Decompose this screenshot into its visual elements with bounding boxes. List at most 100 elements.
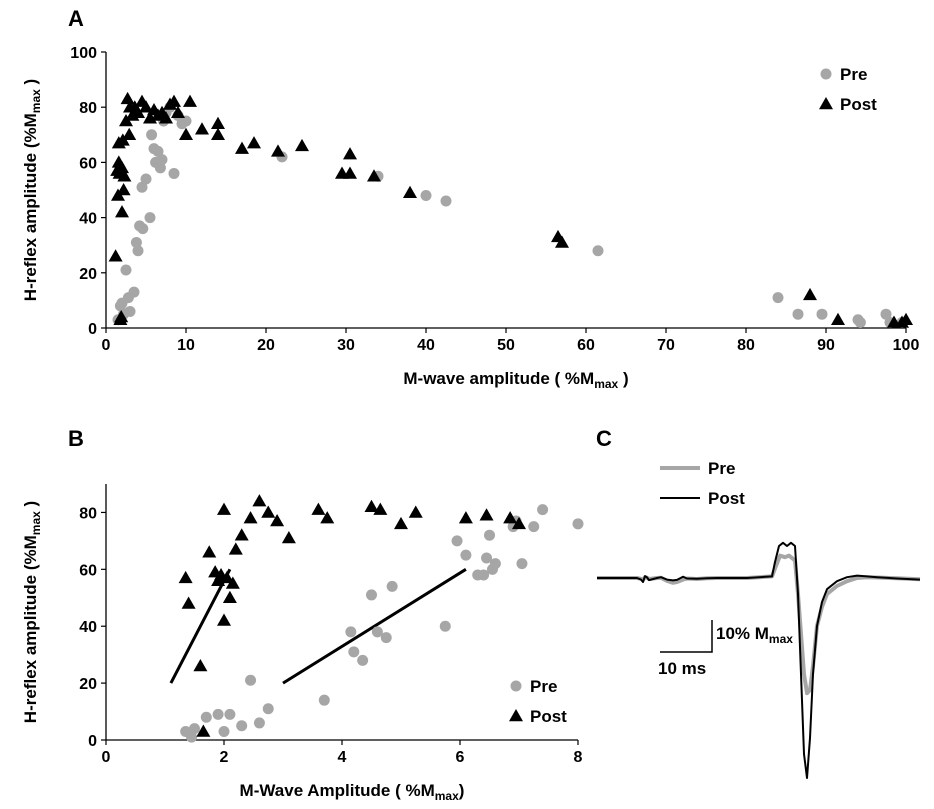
panel-a-point-post [211, 127, 225, 141]
panel-b-point-pre [200, 711, 212, 723]
panel-b-point-post [234, 528, 249, 541]
panel-b-point-post [261, 505, 276, 518]
panel-b-x-tick-label: 8 [574, 749, 583, 766]
panel-b-point-post [217, 613, 231, 626]
panel-b-point-pre [478, 569, 490, 581]
panel-a-point-post [235, 141, 249, 154]
panel-c-legend-label-post: Post [708, 489, 745, 508]
panel-b-point-pre [212, 708, 224, 720]
panel-b-point-pre [484, 529, 495, 541]
panel-b-point-post [479, 508, 494, 521]
panel-b-point-pre [236, 720, 248, 732]
panel-b-point-post [219, 570, 234, 584]
panel-b-x-tick-label: 6 [456, 749, 465, 766]
panel-a-legend-label-post: Post [840, 95, 877, 114]
panel-b-point-post [503, 511, 518, 524]
panel-b-point-post [394, 516, 408, 530]
panel-a-point-post [899, 312, 913, 325]
panel-b-y-tick-label: 80 [79, 505, 97, 522]
panel-a-point-pre [792, 308, 804, 320]
panel-a-x-tick-label: 40 [417, 337, 435, 354]
panel-a-point-post [271, 144, 285, 157]
panel-b-point-post [243, 511, 258, 524]
panel-b-point-post [217, 502, 231, 515]
panel-b-legend-label-pre: Pre [530, 677, 557, 696]
panel-a-point-post [247, 136, 261, 149]
panel-a-x-tick-label: 60 [577, 337, 595, 354]
panel-letter-c: C [596, 426, 612, 451]
panel-b-y-tick-label: 40 [79, 619, 97, 636]
panel-b-point-post [181, 596, 196, 609]
panel-a-point-pre [440, 195, 452, 207]
panel-b-point-pre [460, 549, 472, 561]
panel-a-point-pre [816, 308, 828, 320]
panel-a-point-pre [152, 145, 164, 157]
panel-b-point-pre [224, 708, 236, 720]
panel-b-point-pre [186, 731, 198, 743]
panel-a-point-post [831, 312, 845, 325]
panel-a-y-tick-label: 60 [79, 155, 97, 172]
panel-a-point-pre [124, 305, 136, 317]
panel-a-y-tick-label: 20 [79, 266, 97, 283]
panel-a-point-pre [420, 190, 432, 202]
panel-a-y-tick-label: 100 [70, 45, 97, 62]
panel-a-point-post [108, 249, 123, 262]
panel-b-legend-marker-pre [510, 680, 522, 692]
panel-c-time-scale-label: 10 ms [658, 659, 706, 678]
panel-a-x-tick-label: 50 [497, 337, 515, 354]
panel-a-point-pre [137, 223, 149, 235]
panel-b-legend-label-post: Post [530, 707, 567, 726]
panel-b-y-tick-label: 20 [79, 676, 97, 693]
panel-a-point-post [403, 185, 417, 199]
panel-b-point-pre [528, 521, 540, 533]
panel-a-point-pre [772, 292, 784, 304]
panel-a-point-post [555, 235, 569, 248]
panel-c-amplitude-scale-label: 10% Mmax [716, 624, 793, 646]
panel-b-y-tick-label: 60 [79, 562, 97, 579]
panel-b-point-pre [318, 694, 330, 706]
panel-a-point-post [343, 147, 357, 160]
panel-b-point-post [270, 513, 285, 527]
panel-b-point-post [281, 531, 296, 544]
panel-letter-a: A [68, 6, 84, 31]
panel-b-point-post [196, 724, 211, 737]
panel-b-point-pre [366, 589, 377, 601]
panel-a-y-tick-label: 80 [79, 100, 97, 117]
panel-b-point-pre [380, 632, 392, 644]
panel-a-point-post [159, 111, 173, 124]
panel-b-point-post [320, 511, 335, 524]
panel-b-point-pre [218, 725, 230, 737]
panel-a-point-pre [146, 129, 158, 141]
panel-a-point-post [117, 169, 132, 182]
panel-c-traces: Pre Post 10% Mmax 10 ms [597, 459, 921, 779]
panel-a-point-post [120, 91, 135, 105]
panel-a-point-post [195, 122, 209, 135]
panel-a-x-tick-label: 70 [657, 337, 675, 354]
panel-b-legend-marker-post [509, 709, 523, 722]
panel-a-point-pre [154, 162, 166, 174]
panel-a-point-post [171, 105, 185, 118]
panel-b-point-post [364, 499, 379, 513]
panel-a-legend-label-pre: Pre [840, 65, 867, 84]
panel-b-point-pre [189, 723, 200, 735]
panel-a-point-pre [854, 316, 866, 328]
panel-a-point-post [803, 287, 817, 301]
panel-a-point-post [167, 94, 181, 107]
panel-a-point-pre [144, 212, 156, 224]
panel-a-point-pre [592, 245, 604, 257]
panel-a-x-tick-label: 90 [817, 337, 835, 354]
panel-b-point-post [202, 545, 217, 558]
panel-b-point-pre [516, 558, 528, 570]
panel-c-legend-label-pre: Pre [708, 459, 735, 478]
panel-a-x-axis-title: M-wave amplitude ( %Mmax ) [403, 369, 628, 391]
panel-b-point-pre [357, 654, 369, 666]
panel-a-point-post [139, 100, 153, 113]
panel-b-point-pre [348, 646, 360, 658]
panel-c-trace-post [597, 541, 921, 779]
panel-a-y-tick-label: 0 [88, 321, 97, 338]
panel-a-point-post [295, 138, 309, 152]
panel-a-point-pre [168, 167, 180, 179]
panel-a-legend-marker-post [819, 97, 833, 110]
